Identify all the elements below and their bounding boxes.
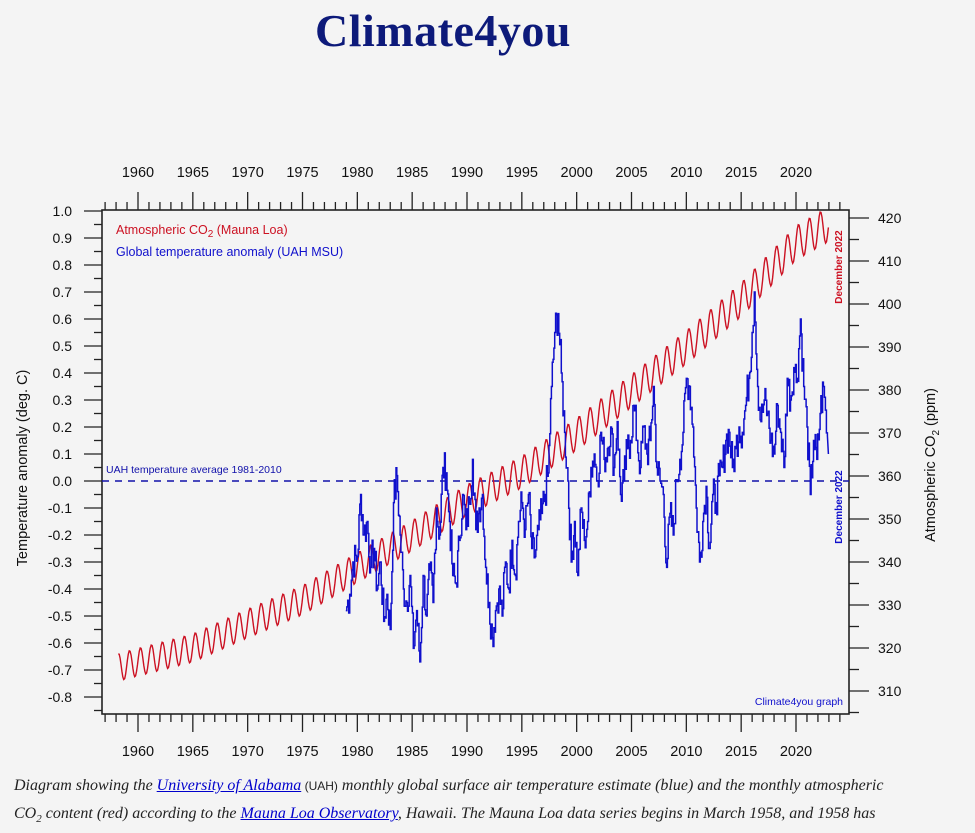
x-tick-label-top: 1965 bbox=[177, 165, 209, 181]
x-tick-label-top: 2020 bbox=[780, 165, 812, 181]
x-tick-label-top: 1990 bbox=[451, 165, 483, 181]
university-of-alabama-link[interactable]: University of Alabama bbox=[156, 777, 302, 794]
x-tick-label-top: 1960 bbox=[122, 165, 154, 181]
right-axis-title: Atmospheric CO2 (ppm) bbox=[923, 388, 942, 542]
left-tick-label: 0.8 bbox=[53, 257, 73, 273]
right-tick-label: 340 bbox=[878, 554, 902, 570]
legend-label-tail: (Mauna Loa) bbox=[213, 223, 287, 237]
right-tick-label: 310 bbox=[878, 683, 902, 699]
x-tick-label-bottom: 2020 bbox=[780, 744, 812, 760]
co2-series-line bbox=[118, 211, 830, 681]
x-tick-label-top: 2000 bbox=[561, 165, 593, 181]
temperature-end-date-label: December 2022 bbox=[834, 470, 845, 544]
x-tick-label-top: 1985 bbox=[396, 165, 428, 181]
right-tick-label: 370 bbox=[878, 425, 902, 441]
left-axis-title: Temperature anomaly (deg. C) bbox=[15, 370, 31, 567]
caption-line-2: CO2 content (red) according to the Mauna… bbox=[14, 800, 969, 833]
caption-co2-subscript: 2 bbox=[36, 813, 42, 826]
left-tick-label: 0.1 bbox=[53, 446, 73, 462]
x-tick-label-bottom: 1960 bbox=[122, 744, 154, 760]
legend-subscript: 2 bbox=[208, 229, 214, 240]
right-tick-label: 350 bbox=[878, 511, 902, 527]
right-tick-label: 400 bbox=[878, 296, 902, 312]
caption-text: content (red) according to the bbox=[41, 805, 241, 822]
x-tick-label-bottom: 1975 bbox=[286, 744, 318, 760]
x-tick-label-bottom: 1980 bbox=[341, 744, 373, 760]
legend-co2: Atmospheric CO2 (Mauna Loa) bbox=[116, 223, 288, 240]
caption-uah-abbr: (UAH) bbox=[301, 779, 338, 793]
left-tick-label: -0.7 bbox=[48, 662, 72, 678]
right-tick-label: 390 bbox=[878, 339, 902, 355]
left-tick-label: -0.2 bbox=[48, 527, 72, 543]
right-axis-title-unit: (ppm) bbox=[923, 388, 939, 430]
left-tick-label: 0.2 bbox=[53, 419, 73, 435]
left-tick-label: 0.4 bbox=[53, 365, 73, 381]
legend-temperature: Global temperature anomaly (UAH MSU) bbox=[116, 245, 343, 259]
left-tick-label: -0.4 bbox=[48, 581, 72, 597]
x-tick-label-top: 2015 bbox=[725, 165, 757, 181]
x-tick-label-bottom: 2010 bbox=[670, 744, 702, 760]
right-tick-label: 320 bbox=[878, 640, 902, 656]
left-tick-label: 0.6 bbox=[53, 311, 73, 327]
right-axis-title-subscript: 2 bbox=[931, 430, 942, 436]
climate-chart: 1960 1960 1965 1965 1970 1970 1975 1975 1980 1980… bbox=[15, 165, 942, 760]
legend-label: Global temperature anomaly (UAH MSU) bbox=[116, 245, 343, 259]
x-tick-label-top: 2010 bbox=[670, 165, 702, 181]
caption-text: , Hawaii. The Mauna Loa data series begi… bbox=[397, 805, 876, 822]
right-tick-label: 420 bbox=[878, 210, 902, 226]
caption-line-1: Diagram showing the University of Alabam… bbox=[14, 772, 969, 800]
ticks-layer bbox=[84, 192, 869, 732]
right-tick-label: 330 bbox=[878, 597, 902, 613]
left-tick-label: 0.0 bbox=[53, 473, 73, 489]
caption-text: Diagram showing the bbox=[14, 777, 157, 794]
right-tick-label: 410 bbox=[878, 253, 902, 269]
left-tick-label: -0.5 bbox=[48, 608, 72, 624]
left-tick-label: 1.0 bbox=[53, 203, 73, 219]
x-tick-label-bottom: 1985 bbox=[396, 744, 428, 760]
x-tick-label-bottom: 1965 bbox=[177, 744, 209, 760]
x-tick-label-top: 1995 bbox=[506, 165, 538, 181]
left-tick-label: -0.1 bbox=[48, 500, 72, 516]
left-tick-label: 0.7 bbox=[53, 284, 73, 300]
site-title: Climate4you bbox=[315, 5, 571, 56]
labels-layer: 1960 1960 1965 1965 1970 1970 1975 1975 1980 1980… bbox=[15, 165, 942, 760]
right-axis-title-main: Atmospheric CO bbox=[923, 436, 939, 542]
x-tick-label-bottom: 2015 bbox=[725, 744, 757, 760]
left-tick-label: 0.3 bbox=[53, 392, 73, 408]
x-tick-label-bottom: 1990 bbox=[451, 744, 483, 760]
x-tick-label-top: 1970 bbox=[232, 165, 264, 181]
mauna-loa-observatory-link[interactable]: Mauna Loa Observatory bbox=[240, 805, 398, 822]
baseline-label: UAH temperature average 1981-2010 bbox=[106, 464, 282, 476]
left-tick-label: 0.5 bbox=[53, 338, 73, 354]
x-tick-label-bottom: 2005 bbox=[615, 744, 647, 760]
legend-label: Atmospheric CO bbox=[116, 223, 208, 237]
x-tick-label-top: 1975 bbox=[286, 165, 318, 181]
caption-text: monthly global surface air temperature e… bbox=[337, 777, 884, 794]
x-tick-label-bottom: 1970 bbox=[232, 744, 264, 760]
x-tick-label-bottom: 1995 bbox=[506, 744, 538, 760]
left-tick-label: -0.3 bbox=[48, 554, 72, 570]
right-tick-label: 360 bbox=[878, 468, 902, 484]
left-tick-label: 0.9 bbox=[53, 230, 73, 246]
x-tick-label-bottom: 2000 bbox=[561, 744, 593, 760]
x-tick-label-top: 2005 bbox=[615, 165, 647, 181]
series-layer bbox=[102, 211, 849, 681]
temperature-series-line bbox=[345, 291, 830, 663]
x-tick-label-top: 1980 bbox=[341, 165, 373, 181]
left-tick-label: -0.8 bbox=[48, 689, 72, 705]
co2-end-date-label: December 2022 bbox=[834, 230, 845, 304]
right-tick-label: 380 bbox=[878, 382, 902, 398]
caption-co2: CO bbox=[14, 805, 37, 822]
figure-caption: Diagram showing the University of Alabam… bbox=[14, 772, 969, 833]
left-tick-label: -0.6 bbox=[48, 635, 72, 651]
graph-credit: Climate4you graph bbox=[755, 696, 843, 708]
